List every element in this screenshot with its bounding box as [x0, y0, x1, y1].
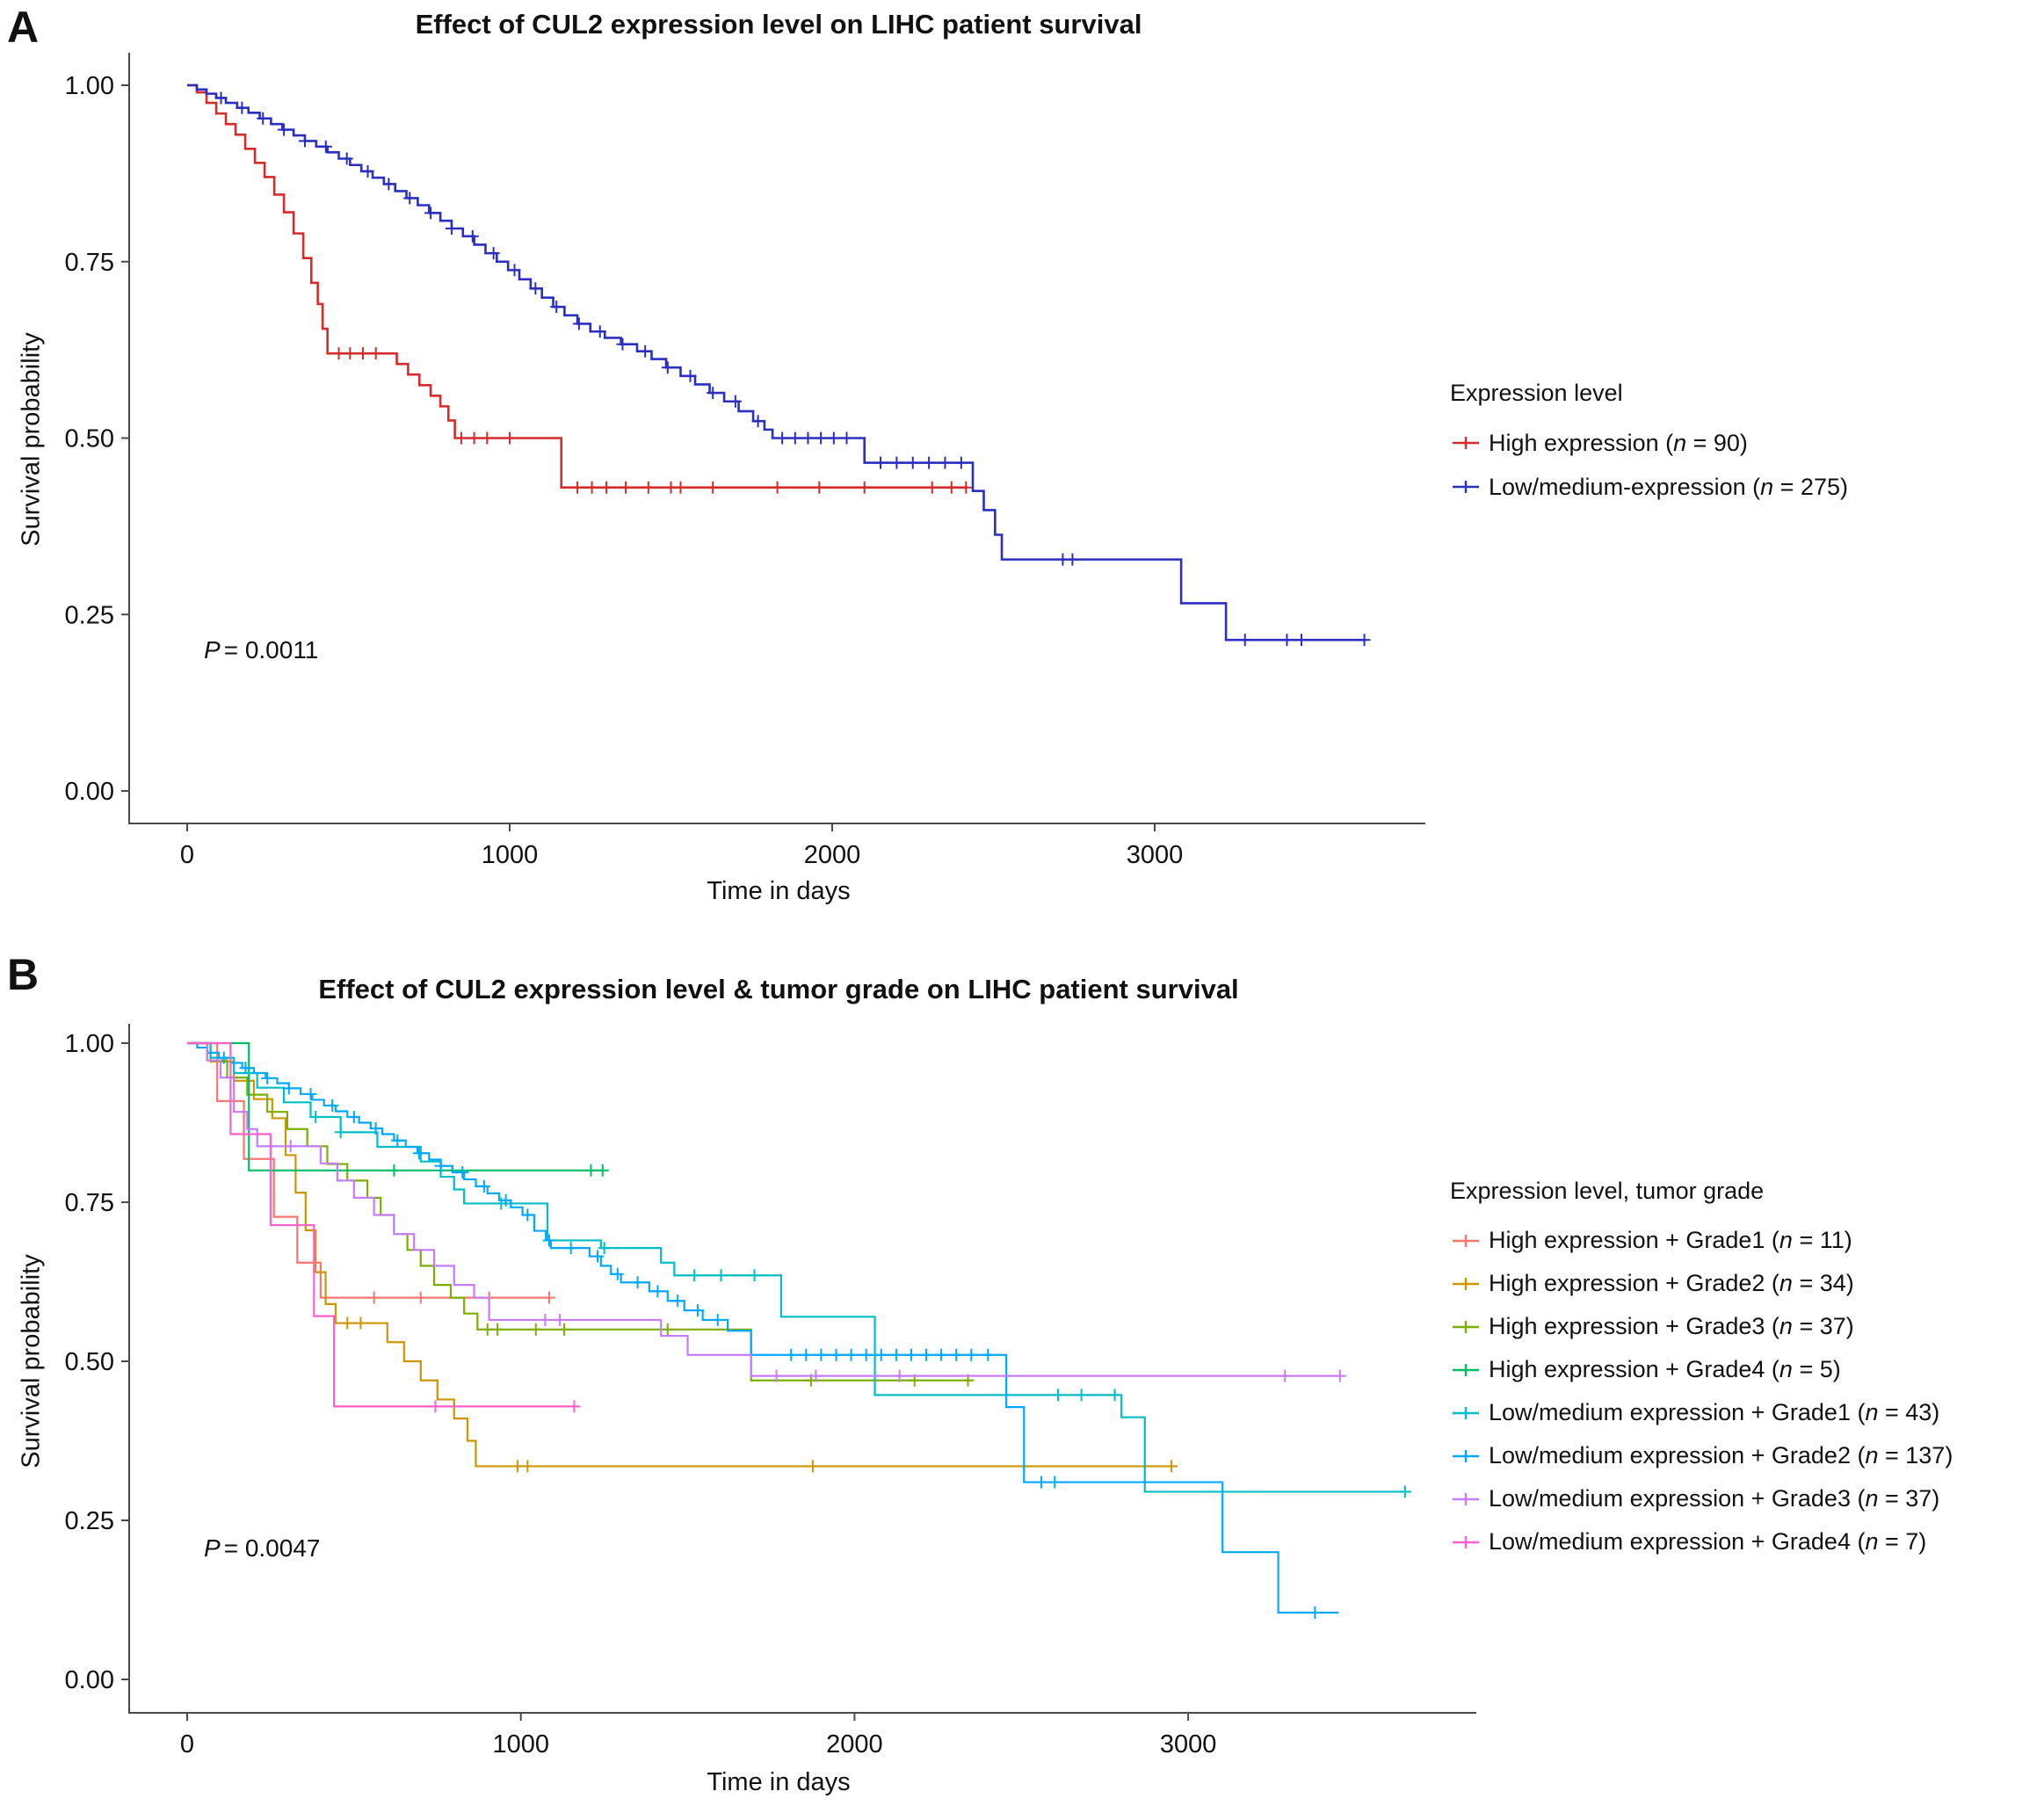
- x-tick-label: 3000: [1127, 841, 1184, 869]
- legend-item: Low/medium-expression (n = 275): [1450, 465, 1848, 509]
- x-tick-label: 3000: [1160, 1730, 1217, 1759]
- x-tick-label: 0: [180, 841, 194, 869]
- legend-item: High expression + Grade4 (n = 5): [1450, 1348, 1953, 1391]
- x-tick-label: 2000: [826, 1730, 883, 1759]
- p-value-annotation-a: P = 0.0011: [204, 636, 318, 664]
- legend-items-a: High expression (n = 90) Low/medium-expre…: [1450, 421, 1848, 509]
- legend-title-b: Expression level, tumor grade: [1450, 1178, 1765, 1204]
- legend-key-icon: [1453, 1320, 1479, 1333]
- x-tick-label: 1000: [482, 841, 539, 869]
- y-tick-label: 0.75: [65, 249, 114, 277]
- y-axis-label-b: Survival probability: [17, 1254, 46, 1469]
- series-censors-6: [264, 1140, 1346, 1382]
- legend-items-b: High expression + Grade1 (n = 11) High ex…: [1450, 1219, 1953, 1563]
- legend-label: High expression + Grade1 (n = 11): [1489, 1227, 1852, 1253]
- axis-spines: [128, 1024, 1476, 1714]
- legend-label: Low/medium expression + Grade4 (n = 7): [1489, 1528, 1927, 1555]
- y-tick-label: 0.75: [65, 1189, 114, 1217]
- series-curve-7: [187, 1041, 578, 1408]
- axis-spines: [128, 53, 1425, 824]
- legend-label: Low/medium expression + Grade2 (n = 137): [1489, 1442, 1953, 1469]
- series-curve-0: [187, 1041, 551, 1299]
- legend-b: Expression level, tumor grade High expre…: [1450, 1178, 1953, 1563]
- legend-key-icon: [1453, 481, 1479, 493]
- legend-label: Low/medium expression + Grade1 (n = 43): [1489, 1399, 1940, 1425]
- legend-key-icon: [1453, 1363, 1479, 1376]
- legend-label: High expression (n = 90): [1489, 429, 1748, 456]
- legend-label: High expression + Grade4 (n = 5): [1489, 1356, 1841, 1382]
- series-curve-4: [187, 1041, 1409, 1493]
- y-tick-label: 0.25: [65, 601, 114, 629]
- series-censors-1: [214, 91, 1371, 647]
- y-tick-label: 1.00: [65, 1030, 114, 1058]
- legend-label: High expression + Grade2 (n = 34): [1489, 1270, 1854, 1296]
- p-symbol-a: P: [204, 636, 221, 664]
- legend-item: Low/medium expression + Grade3 (n = 37): [1450, 1477, 1953, 1520]
- series-censors-1: [341, 1316, 1178, 1473]
- panel-label-b: B: [7, 950, 40, 999]
- chart-title-b: Effect of CUL2 expression level & tumor …: [318, 974, 1239, 1004]
- series-censors-0: [332, 347, 973, 494]
- legend-key-icon: [1453, 1234, 1479, 1247]
- legend-label: Low/medium expression + Grade3 (n = 37): [1489, 1485, 1940, 1512]
- panel-a: 1.00 0.75 0.50 0.25 0.00 0 1000 2000 3000: [65, 53, 1425, 869]
- y-tick-label: 0.00: [65, 778, 114, 806]
- legend-key-icon: [1453, 1492, 1479, 1505]
- legend-key-icon: [1453, 1406, 1479, 1419]
- legend-key-icon: [1453, 1277, 1479, 1290]
- series-curve-6: [187, 1041, 1345, 1377]
- series-curve-1: [187, 1041, 1175, 1468]
- legend-key-icon: [1453, 437, 1479, 449]
- panel-label-a: A: [7, 3, 40, 52]
- legend-item: High expression + Grade3 (n = 37): [1450, 1305, 1953, 1348]
- p-text-a: = 0.0011: [223, 636, 319, 664]
- legend-key-icon: [1453, 1449, 1479, 1462]
- legend-a: Expression level High expression (n = 90…: [1450, 380, 1848, 509]
- x-axis-label-a: Time in days: [707, 877, 851, 905]
- p-value-annotation-b: P = 0.0047: [204, 1534, 320, 1563]
- series-curve-3: [187, 1041, 605, 1171]
- legend-label: Low/medium-expression (n = 275): [1489, 473, 1848, 500]
- y-tick-label: 0.50: [65, 1348, 114, 1376]
- x-axis-label-b: Time in days: [707, 1768, 851, 1796]
- panel-b: 1.00 0.75 0.50 0.25 0.00 0 1000 2000 3000: [65, 1024, 1476, 1759]
- legend-item: High expression + Grade1 (n = 11): [1450, 1219, 1953, 1262]
- y-tick-label: 1.00: [65, 72, 114, 100]
- series-censors-4: [309, 1110, 1411, 1498]
- chart-title-a: Effect of CUL2 expression level on LIHC …: [415, 9, 1142, 40]
- legend-item: Low/medium expression + Grade2 (n = 137): [1450, 1434, 1953, 1477]
- series-curve-0: [187, 83, 968, 490]
- legend-item: Low/medium expression + Grade4 (n = 7): [1450, 1520, 1953, 1563]
- y-tick-label: 0.50: [65, 425, 114, 453]
- y-tick-label: 0.25: [65, 1507, 114, 1535]
- series-censors-3: [388, 1164, 609, 1177]
- legend-item: Low/medium expression + Grade1 (n = 43): [1450, 1391, 1953, 1434]
- series-censors-5: [217, 1051, 1322, 1619]
- x-tick-label: 1000: [492, 1730, 549, 1759]
- legend-label: High expression + Grade3 (n = 37): [1489, 1313, 1854, 1339]
- x-tick-label: 2000: [804, 841, 861, 869]
- p-text-b: = 0.0047: [223, 1534, 321, 1562]
- series-curve-1: [187, 83, 1366, 642]
- x-tick-label: 0: [180, 1730, 194, 1759]
- legend-item: High expression (n = 90): [1450, 421, 1848, 465]
- legend-item: High expression + Grade2 (n = 34): [1450, 1262, 1953, 1305]
- p-symbol-b: P: [204, 1534, 221, 1562]
- y-tick-label: 0.00: [65, 1666, 114, 1694]
- y-axis-label-a: Survival probability: [17, 332, 46, 547]
- legend-title-a: Expression level: [1450, 380, 1623, 406]
- legend-key-icon: [1453, 1535, 1479, 1548]
- series-censors-7: [429, 1400, 581, 1413]
